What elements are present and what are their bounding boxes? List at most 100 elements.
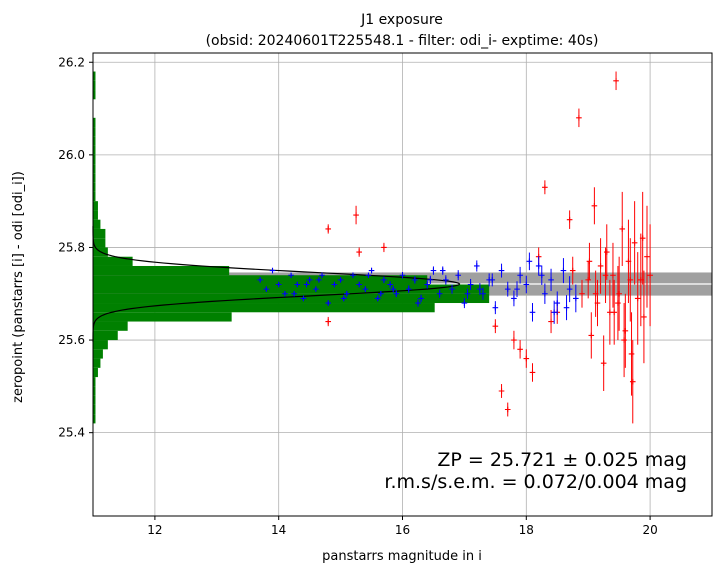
- accepted-point: [554, 291, 561, 315]
- accepted-point: [381, 276, 387, 284]
- accepted-point: [325, 300, 332, 306]
- histogram-bar: [93, 117, 96, 128]
- accepted-point-marker: [350, 272, 356, 279]
- rejected-point-marker: [498, 388, 505, 394]
- accepted-point-marker: [306, 277, 313, 283]
- accepted-point: [439, 266, 446, 275]
- accepted-point: [523, 275, 530, 294]
- accepted-point-marker: [291, 290, 297, 297]
- rejected-point: [644, 205, 650, 308]
- rejected-point: [511, 330, 517, 350]
- rejected-point-marker: [592, 290, 599, 297]
- accepted-point: [300, 295, 307, 302]
- rejected-point: [616, 256, 622, 331]
- rejected-point-marker: [644, 253, 650, 260]
- rejected-point: [579, 279, 585, 308]
- rejected-point: [576, 108, 582, 128]
- accepted-point: [275, 281, 282, 288]
- histogram-bar: [93, 312, 232, 322]
- gaussian-fit-layer: [92, 226, 461, 342]
- accepted-point-marker: [467, 281, 474, 288]
- rejected-point: [603, 224, 610, 280]
- rejected-stars: [325, 71, 653, 424]
- accepted-point-marker: [294, 281, 301, 288]
- accepted-point-marker: [412, 277, 418, 283]
- rejected-point-marker: [621, 337, 627, 343]
- rejected-point: [529, 363, 536, 382]
- accepted-point-marker: [340, 295, 347, 302]
- histogram-bar: [93, 71, 96, 81]
- accepted-point-marker: [477, 286, 483, 292]
- accepted-point-marker: [504, 286, 511, 292]
- accepted-point-marker: [390, 286, 397, 292]
- accepted-point: [378, 290, 384, 297]
- accepted-point: [362, 286, 369, 292]
- accepted-point-marker: [529, 309, 536, 316]
- accepted-point: [548, 268, 554, 291]
- rejected-point-marker: [591, 202, 598, 209]
- x-tick-label: 18: [519, 523, 534, 537]
- accepted-point: [387, 281, 393, 288]
- accepted-point: [390, 285, 397, 293]
- accepted-point: [418, 294, 424, 303]
- accepted-point-marker: [257, 277, 263, 283]
- histogram-bar: [93, 349, 103, 359]
- rejected-point: [622, 293, 629, 368]
- accepted-point-marker: [263, 286, 270, 292]
- rejected-point-marker: [566, 216, 573, 223]
- histogram-bar: [93, 414, 96, 424]
- y-tick-label: 26.2: [58, 55, 85, 69]
- accepted-point: [306, 277, 313, 283]
- accepted-point-marker: [511, 295, 517, 302]
- accepted-point-marker: [282, 290, 288, 297]
- accepted-point-marker: [316, 277, 322, 283]
- histogram-bar: [93, 395, 96, 405]
- accepted-point-marker: [542, 290, 548, 297]
- accepted-point: [517, 266, 523, 284]
- accepted-point-marker: [362, 286, 369, 292]
- accepted-point-marker: [303, 281, 310, 288]
- accepted-point: [340, 295, 347, 302]
- y-axis-ticks: 25.4 25.6 25.8 26.0 26.2: [58, 55, 93, 440]
- accepted-point: [443, 275, 449, 285]
- accepted-point-marker: [449, 286, 455, 292]
- accepted-point: [412, 276, 418, 284]
- histogram-bar: [93, 201, 98, 211]
- rejected-point: [325, 316, 332, 327]
- accepted-point: [535, 256, 542, 276]
- rejected-point-marker: [325, 318, 332, 325]
- histogram-bar: [93, 330, 118, 341]
- accepted-point-marker: [554, 300, 561, 306]
- rejected-point-marker: [597, 263, 604, 269]
- accepted-point: [529, 303, 536, 322]
- rejected-point-marker: [529, 369, 536, 376]
- accepted-point: [436, 289, 443, 298]
- histogram-bar: [93, 256, 133, 266]
- accepted-point-marker: [269, 267, 276, 274]
- accepted-point-marker: [415, 300, 421, 306]
- rejected-point: [325, 224, 332, 234]
- y-axis-label: zeropoint (panstarrs [i] - odi [odi_i]): [11, 171, 26, 403]
- rejected-point: [353, 205, 359, 225]
- rejected-point: [611, 279, 617, 345]
- accepted-point: [331, 281, 338, 288]
- accepted-point-marker: [551, 309, 557, 316]
- histogram-bar: [93, 90, 96, 100]
- accepted-point: [498, 263, 505, 278]
- x-axis-label: panstarrs magnitude in i: [322, 549, 482, 564]
- accepted-point: [563, 295, 570, 321]
- accepted-point: [464, 288, 471, 299]
- x-tick-label: 20: [642, 523, 657, 537]
- accepted-point: [368, 267, 375, 274]
- accepted-point-marker: [430, 267, 437, 274]
- accepted-point-marker: [337, 277, 344, 283]
- accepted-point-marker: [464, 290, 471, 297]
- accepted-point-marker: [461, 300, 468, 306]
- rejected-point: [629, 340, 636, 424]
- accepted-point: [492, 301, 499, 315]
- histogram-bar: [93, 164, 96, 174]
- accepted-point-marker: [374, 295, 381, 302]
- accepted-point: [263, 286, 270, 292]
- rejected-point: [647, 224, 653, 327]
- rejected-point: [634, 252, 641, 345]
